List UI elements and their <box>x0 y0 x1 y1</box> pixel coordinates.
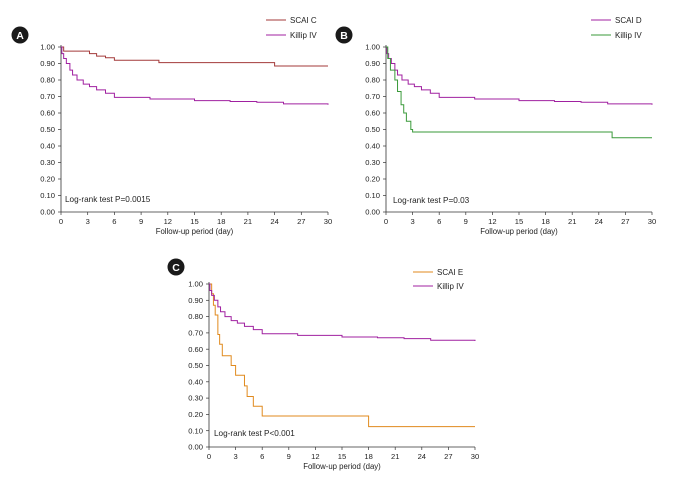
x-tick-label: 30 <box>648 217 656 226</box>
x-tick-label: 6 <box>437 217 441 226</box>
x-tick-label: 27 <box>297 217 305 226</box>
y-tick-label: 0.50 <box>40 125 55 134</box>
x-tick-label: 6 <box>112 217 116 226</box>
legend-label: SCAI C <box>290 16 317 25</box>
x-tick-label: 21 <box>391 452 399 461</box>
y-tick-label: 0.30 <box>188 394 203 403</box>
legend-label: SCAI E <box>437 268 463 277</box>
panel-a: 0.00 0.10 0.20 0.30 0.40 0.50 0.60 0.70 0.80 0.90… <box>11 16 332 236</box>
logrank-annotation: Log-rank test P=0.0015 <box>65 195 151 204</box>
x-tick-label: 18 <box>217 217 225 226</box>
panel-badge <box>11 26 29 44</box>
panel-badge <box>335 26 353 44</box>
panel-badge-letter: A <box>16 30 24 42</box>
panel-badge-letter: C <box>172 262 180 274</box>
x-tick-label: 27 <box>444 452 452 461</box>
y-tick-label: 0.00 <box>40 208 55 217</box>
logrank-annotation: Log-rank test P<0.001 <box>214 429 295 438</box>
y-tick-label: 0.20 <box>365 175 380 184</box>
x-tick-label: 9 <box>464 217 468 226</box>
y-tick-label: 0.30 <box>40 158 55 167</box>
x-tick-label: 12 <box>488 217 496 226</box>
x-tick-label: 21 <box>568 217 576 226</box>
y-tick-label: 0.80 <box>40 76 55 85</box>
series-line-2 <box>386 46 652 139</box>
y-tick-label: 0.70 <box>188 329 203 338</box>
x-tick-label: 15 <box>190 217 198 226</box>
x-tick-label: 12 <box>164 217 172 226</box>
panel-badge <box>167 258 185 276</box>
panel-c: 0.00 0.10 0.20 0.30 0.40 0.50 0.60 0.70 0.80 0.90… <box>167 258 479 471</box>
legend-label: Killip IV <box>615 31 642 40</box>
panels-group: 0.00 0.10 0.20 0.30 0.40 0.50 0.60 0.70 0.80 0.90… <box>11 16 656 471</box>
x-tick-label: 24 <box>595 217 603 226</box>
y-tick-label: 0.90 <box>40 59 55 68</box>
y-tick-label: 0.70 <box>40 92 55 101</box>
y-tick-label: 0.10 <box>40 191 55 200</box>
x-tick-label: 12 <box>311 452 319 461</box>
x-tick-label: 0 <box>384 217 388 226</box>
y-tick-label: 0.70 <box>365 92 380 101</box>
x-tick-label: 21 <box>244 217 252 226</box>
x-tick-label: 3 <box>86 217 90 226</box>
series-line-2 <box>61 46 329 105</box>
y-tick-label: 0.40 <box>188 377 203 386</box>
x-tick-label: 24 <box>418 452 426 461</box>
y-tick-label: 0.10 <box>188 426 203 435</box>
y-tick-label: 0.10 <box>365 191 380 200</box>
x-tick-label: 15 <box>338 452 346 461</box>
y-tick-label: 1.00 <box>40 43 55 52</box>
x-tick-label: 9 <box>287 452 291 461</box>
y-tick-label: 1.00 <box>365 43 380 52</box>
panel-badge-letter: B <box>340 30 348 42</box>
y-tick-label: 1.00 <box>188 280 203 289</box>
y-tick-label: 0.90 <box>365 59 380 68</box>
x-tick-label: 0 <box>59 217 63 226</box>
x-axis-title: Follow-up period (day) <box>303 462 381 471</box>
x-tick-label: 27 <box>621 217 629 226</box>
legend-label: Killip IV <box>437 282 464 291</box>
x-tick-label: 9 <box>139 217 143 226</box>
y-tick-label: 0.60 <box>40 109 55 118</box>
series-line-1 <box>61 46 328 67</box>
x-tick-label: 6 <box>260 452 264 461</box>
x-axis-title: Follow-up period (day) <box>156 227 234 236</box>
y-tick-label: 0.30 <box>365 158 380 167</box>
x-axis-title: Follow-up period (day) <box>480 227 558 236</box>
x-tick-label: 15 <box>515 217 523 226</box>
x-tick-label: 30 <box>471 452 479 461</box>
y-tick-label: 0.60 <box>365 109 380 118</box>
y-tick-label: 0.40 <box>365 142 380 151</box>
y-tick-label: 0.50 <box>188 361 203 370</box>
series-line-1 <box>386 46 653 105</box>
y-tick-label: 0.40 <box>40 142 55 151</box>
y-tick-label: 0.20 <box>40 175 55 184</box>
y-tick-label: 0.80 <box>188 312 203 321</box>
y-tick-label: 0.90 <box>188 296 203 305</box>
legend-label: SCAI D <box>615 16 642 25</box>
series-line-1 <box>209 283 475 428</box>
x-tick-label: 18 <box>541 217 549 226</box>
x-tick-label: 24 <box>270 217 278 226</box>
legend-label: Killip IV <box>290 31 317 40</box>
x-tick-label: 0 <box>207 452 211 461</box>
y-tick-label: 0.80 <box>365 76 380 85</box>
x-tick-label: 3 <box>233 452 237 461</box>
panel-b: 0.00 0.10 0.20 0.30 0.40 0.50 0.60 0.70 0.80 0.90… <box>335 16 656 236</box>
y-tick-label: 0.50 <box>365 125 380 134</box>
series-line-2 <box>209 283 476 342</box>
y-tick-label: 0.60 <box>188 345 203 354</box>
y-tick-label: 0.00 <box>365 208 380 217</box>
x-tick-label: 18 <box>364 452 372 461</box>
logrank-annotation: Log-rank test P=0.03 <box>393 196 470 205</box>
y-tick-label: 0.20 <box>188 410 203 419</box>
y-tick-label: 0.00 <box>188 443 203 452</box>
x-tick-label: 30 <box>324 217 332 226</box>
x-tick-label: 3 <box>410 217 414 226</box>
